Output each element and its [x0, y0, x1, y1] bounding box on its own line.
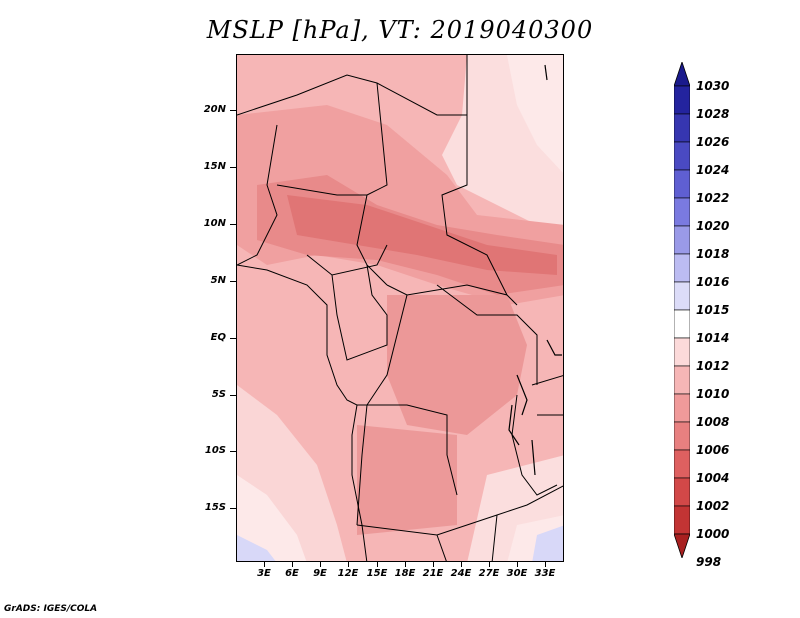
lon-tick — [292, 562, 293, 567]
colorbar-label: 1024 — [696, 163, 730, 177]
lon-label-3e: 3E — [257, 568, 271, 579]
colorbar-label: 1018 — [696, 247, 730, 261]
colorbar-swatch — [674, 253, 690, 283]
lon-tick — [461, 562, 462, 567]
colorbar-swatch — [674, 141, 690, 171]
lon-label-30e: 30E — [506, 568, 528, 579]
pressure-field — [237, 55, 563, 561]
colorbar-label: 1015 — [696, 303, 730, 317]
colorbar-swatch — [674, 281, 690, 311]
colorbar-swatch — [674, 85, 690, 115]
colorbar-swatch — [674, 393, 690, 423]
lat-tick — [230, 281, 236, 282]
colorbar-label: 1010 — [696, 387, 730, 401]
lon-label-18e: 18E — [394, 568, 416, 579]
colorbar-swatch — [674, 449, 690, 479]
pressure-zone-congo — [387, 295, 527, 435]
pressure-map — [236, 54, 564, 562]
grads-credit: GrADS: IGES/COLA — [4, 604, 98, 614]
lat-label-10s: 10S — [204, 445, 226, 456]
lon-tick — [517, 562, 518, 567]
lat-tick — [230, 110, 236, 111]
lon-label-24e: 24E — [450, 568, 472, 579]
lat-tick — [230, 338, 236, 339]
lon-label-21e: 21E — [422, 568, 444, 579]
lon-tick — [348, 562, 349, 567]
colorbar-swatch — [674, 337, 690, 367]
colorbar-swatch — [674, 477, 690, 507]
lon-label-33e: 33E — [534, 568, 556, 579]
lon-label-6e: 6E — [285, 568, 299, 579]
colorbar-swatch — [674, 113, 690, 143]
colorbar-label: 1014 — [696, 331, 730, 345]
colorbar-label: 1004 — [696, 471, 730, 485]
colorbar-swatch — [674, 505, 690, 535]
lon-label-12e: 12E — [337, 568, 359, 579]
lat-label-5n: 5N — [210, 275, 226, 286]
lakes — [508, 64, 562, 476]
lon-label-15e: 15E — [366, 568, 388, 579]
colorbar-label: 1022 — [696, 191, 730, 205]
colorbar-label: 1026 — [696, 135, 730, 149]
lat-label-20n: 20N — [203, 104, 226, 115]
colorbar-label: 1012 — [696, 359, 730, 373]
lat-tick — [230, 395, 236, 396]
colorbar-swatch — [674, 169, 690, 199]
colorbar-label: 1030 — [696, 79, 730, 93]
colorbar-label: 998 — [696, 555, 722, 569]
lon-label-9e: 9E — [313, 568, 327, 579]
lat-label-10n: 10N — [203, 218, 226, 229]
lon-tick — [377, 562, 378, 567]
colorbar-swatch — [674, 309, 690, 339]
lon-tick — [545, 562, 546, 567]
colorbar-swatch — [674, 365, 690, 395]
colorbar-label: 1020 — [696, 219, 730, 233]
lat-label-eq: EQ — [210, 332, 226, 343]
colorbar-swatch — [674, 225, 690, 255]
map-title: MSLP [hPa], VT: 2019040300 — [206, 16, 594, 44]
lat-label-15n: 15N — [203, 161, 226, 172]
lat-tick — [230, 451, 236, 452]
lat-tick — [230, 167, 236, 168]
colorbar-bottom-arrow — [674, 533, 690, 558]
country-borders — [237, 55, 563, 561]
lon-tick — [320, 562, 321, 567]
colorbar-swatch — [674, 197, 690, 227]
colorbar-label: 1000 — [696, 527, 730, 541]
lat-label-5s: 5S — [211, 389, 226, 400]
colorbar-swatch — [674, 421, 690, 451]
colorbar-label: 1002 — [696, 499, 730, 513]
pressure-zone-sw-high — [237, 535, 276, 561]
lon-tick — [489, 562, 490, 567]
colorbar — [674, 62, 690, 558]
colorbar-label: 1008 — [696, 415, 730, 429]
lat-tick — [230, 224, 236, 225]
colorbar-label: 1006 — [696, 443, 730, 457]
lat-tick — [230, 508, 236, 509]
lat-label-15s: 15S — [204, 502, 226, 513]
colorbar-label: 1028 — [696, 107, 730, 121]
colorbar-top-arrow — [674, 62, 690, 87]
colorbar-label: 1016 — [696, 275, 730, 289]
lon-tick — [433, 562, 434, 567]
lon-tick — [405, 562, 406, 567]
lon-label-27e: 27E — [478, 568, 500, 579]
coastline — [237, 264, 368, 561]
lon-tick — [264, 562, 265, 567]
